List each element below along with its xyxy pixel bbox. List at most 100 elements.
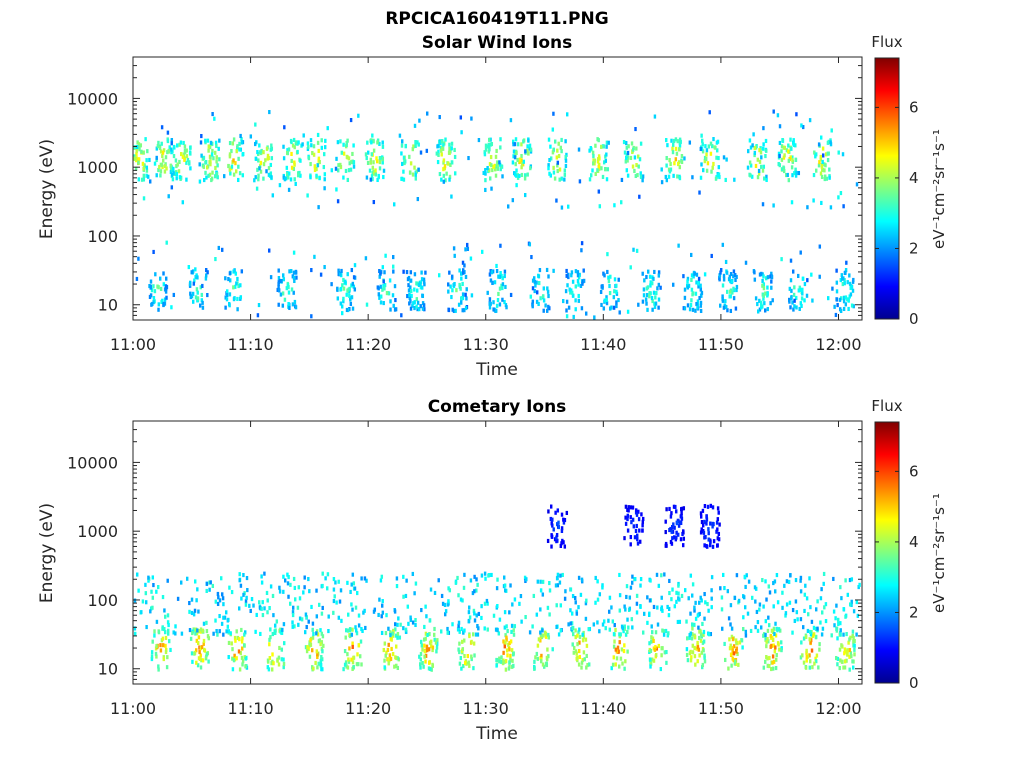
heatmap-cell-cometary-ion-bursts xyxy=(388,653,392,658)
heatmap-cell-high-energy-beam xyxy=(668,528,671,533)
heatmap-cell-high-energy-beam xyxy=(623,150,627,155)
heatmap-cell-cometary-ion-bursts xyxy=(239,651,242,656)
heatmap-cell-high-energy-beam xyxy=(673,161,676,166)
heatmap-cell-cometary-ion-bursts xyxy=(843,665,847,670)
heatmap-cell-cometary-ion-bursts xyxy=(157,664,160,669)
heatmap-cell-high-energy-beam xyxy=(445,171,448,176)
heatmap-cell-high-energy-beam xyxy=(262,176,265,181)
heatmap-cell-high-energy-beam xyxy=(142,150,145,155)
heatmap-cell-mid-energy-scatter xyxy=(784,611,788,616)
heatmap-cell-mid-energy-scatter xyxy=(332,610,335,615)
heatmap-cell-low-energy-bursts xyxy=(452,308,456,314)
heatmap-cell-high-energy-beam xyxy=(560,176,563,181)
heatmap-cell-cometary-ion-bursts xyxy=(309,642,313,647)
heatmap-cell-cometary-ion-bursts xyxy=(698,653,701,658)
heatmap-cell-low-energy-bursts xyxy=(533,280,537,285)
heatmap-cell-low-energy-bursts xyxy=(165,286,168,291)
heatmap-cell-high-energy-beam xyxy=(402,177,406,182)
heatmap-cell-high-energy-beam xyxy=(794,157,798,162)
heatmap-cell-cometary-ion-bursts xyxy=(498,659,501,664)
heatmap-cell-cometary-ion-bursts xyxy=(233,635,237,641)
heatmap-cell-cometary-ion-bursts xyxy=(805,648,808,653)
heatmap-cell-high-energy-beam xyxy=(436,144,439,149)
heatmap-cell-cometary-ion-bursts xyxy=(351,644,354,650)
heatmap-cell-high-energy-beam xyxy=(376,159,379,164)
heatmap-cell-high-energy-beam-scatter xyxy=(393,202,396,207)
heatmap-cell-low-energy-bursts-scatter xyxy=(806,278,809,283)
colorbar-tick-label: 0 xyxy=(909,310,919,328)
heatmap-cell-high-energy-beam xyxy=(266,153,270,158)
heatmap-cell-cometary-ion-bursts xyxy=(765,644,768,649)
heatmap-cell-high-energy-beam xyxy=(345,142,348,148)
heatmap-cell-high-energy-beam xyxy=(680,159,684,165)
heatmap-cell-low-energy-bursts xyxy=(844,295,848,300)
heatmap-cell-mid-energy-scatter xyxy=(275,619,279,624)
heatmap-cell-low-energy-bursts xyxy=(696,302,700,307)
heatmap-cell-low-energy-bursts xyxy=(839,278,843,283)
heatmap-cell-cometary-ion-bursts xyxy=(470,639,473,644)
heatmap-cell-mid-energy-scatter xyxy=(190,597,194,602)
heatmap-cell-mid-energy-scatter xyxy=(624,607,627,612)
heatmap-cell-low-energy-bursts xyxy=(840,273,844,278)
heatmap-cell-high-energy-beam xyxy=(664,541,668,547)
heatmap-cell-mid-energy-scatter xyxy=(379,578,383,583)
heatmap-cell-low-energy-bursts xyxy=(565,268,568,274)
heatmap-cell-low-energy-bursts xyxy=(188,282,192,287)
heatmap-cell-low-energy-bursts xyxy=(574,284,578,289)
heatmap-cell-high-energy-beam xyxy=(312,144,316,149)
heatmap-cell-high-energy-beam xyxy=(665,163,668,168)
heatmap-cell-low-energy-bursts-scatter xyxy=(827,296,830,301)
heatmap-cell-mid-energy-scatter xyxy=(721,626,724,631)
heatmap-cell-mid-energy-scatter xyxy=(743,574,747,579)
heatmap-cell-cometary-ion-bursts xyxy=(320,667,323,672)
heatmap-cell-high-energy-beam xyxy=(448,146,451,152)
heatmap-cell-mid-energy-scatter xyxy=(266,598,269,603)
heatmap-cell-low-energy-bursts xyxy=(734,306,738,311)
heatmap-cell-high-energy-beam-scatter xyxy=(369,177,373,182)
heatmap-cell-low-energy-bursts xyxy=(159,276,162,281)
heatmap-cell-low-energy-bursts xyxy=(407,288,411,293)
heatmap-cell-high-energy-beam xyxy=(819,154,823,160)
heatmap-cell-mid-energy-scatter xyxy=(291,613,295,618)
heatmap-cell-cometary-ion-bursts xyxy=(802,636,806,641)
heatmap-cell-mid-energy-scatter xyxy=(300,617,304,622)
heatmap-cell-low-energy-bursts xyxy=(654,301,658,306)
heatmap-cell-high-energy-beam xyxy=(563,168,567,173)
heatmap-cell-cometary-ion-bursts xyxy=(321,634,325,639)
heatmap-cell-low-energy-bursts xyxy=(788,286,792,291)
heatmap-cell-high-energy-beam-scatter xyxy=(459,115,463,120)
heatmap-cell-low-energy-bursts xyxy=(461,281,464,287)
y-tick-label: 1000 xyxy=(77,158,118,177)
heatmap-cell-low-energy-bursts xyxy=(406,277,410,282)
heatmap-cell-cometary-ion-bursts xyxy=(345,628,348,633)
heatmap-cell-high-energy-beam xyxy=(547,509,550,514)
heatmap-cell-high-energy-beam xyxy=(288,171,291,176)
heatmap-cell-mid-energy-scatter xyxy=(387,626,390,631)
heatmap-cell-mid-energy-scatter xyxy=(635,593,639,598)
y-tick-label: 100 xyxy=(87,227,118,246)
heatmap-cell-low-energy-bursts-scatter xyxy=(453,253,456,258)
x-tick-label: 11:40 xyxy=(580,699,626,718)
heatmap-cell-cometary-ion-bursts xyxy=(762,665,766,670)
heatmap-cell-mid-energy-scatter xyxy=(509,583,512,588)
heatmap-cell-high-energy-beam xyxy=(707,144,711,149)
heatmap-cell-mid-energy-scatter xyxy=(420,608,423,613)
heatmap-cell-cometary-ion-bursts xyxy=(574,649,578,654)
heatmap-cell-high-energy-beam xyxy=(704,535,707,540)
heatmap-cell-mid-energy-scatter xyxy=(157,585,160,590)
heatmap-cell-mid-energy-scatter xyxy=(857,585,860,590)
heatmap-cell-cometary-ion-bursts xyxy=(308,654,312,659)
heatmap-cell-high-energy-beam xyxy=(641,178,644,183)
heatmap-cell-high-energy-beam xyxy=(707,537,710,542)
heatmap-cell-high-energy-beam xyxy=(777,162,780,167)
heatmap-cell-cometary-ion-bursts xyxy=(495,658,499,663)
heatmap-cell-cometary-ion-bursts xyxy=(624,632,628,637)
heatmap-cell-cometary-ion-bursts xyxy=(690,636,694,641)
heatmap-cell-low-energy-bursts xyxy=(352,275,356,280)
heatmap-cell-high-energy-beam xyxy=(348,161,351,166)
heatmap-cell-low-energy-bursts xyxy=(351,281,355,286)
heatmap-cell-low-energy-bursts xyxy=(538,281,541,286)
heatmap-cell-high-energy-beam-scatter xyxy=(752,132,755,137)
heatmap-cell-high-energy-beam-scatter xyxy=(181,200,185,205)
heatmap-cell-mid-energy-scatter xyxy=(349,589,352,595)
